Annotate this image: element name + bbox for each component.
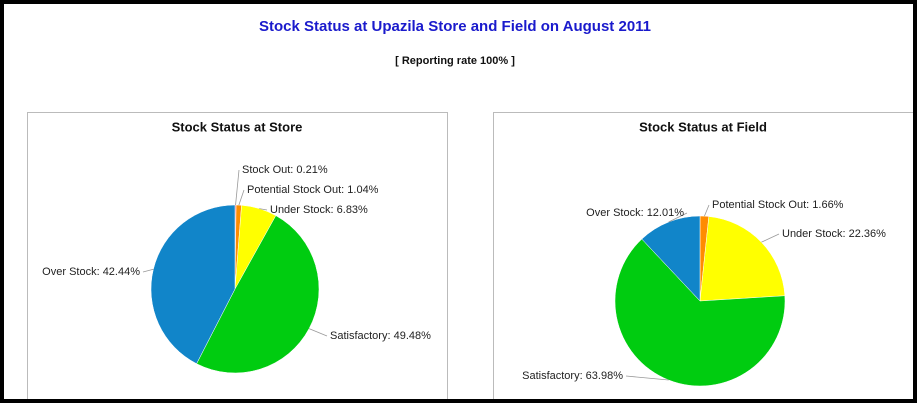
slice-label: Under Stock: 6.83%	[270, 204, 368, 216]
page-title: Stock Status at Upazila Store and Field …	[259, 18, 651, 35]
connector	[704, 204, 710, 217]
slice-label: Satisfactory: 63.98%	[522, 370, 623, 382]
connector	[761, 233, 780, 243]
connector	[235, 169, 240, 206]
pie-slice	[614, 238, 786, 387]
slice-label: Potential Stock Out: 1.04%	[247, 184, 379, 196]
connector	[238, 189, 245, 206]
pie-chart: Potential Stock Out: 1.66% Under Stock: 2…	[522, 199, 886, 387]
slice-label: Potential Stock Out: 1.66%	[712, 199, 844, 211]
panel-title: Stock Status at Store	[172, 119, 303, 134]
connector	[625, 375, 669, 381]
panel	[27, 112, 448, 403]
slice-label: Over Stock: 42.44%	[42, 266, 140, 278]
slice-label: Under Stock: 22.36%	[782, 228, 886, 240]
pie-chart: Stock Out: 0.21% Potential Stock Out: 1.0…	[42, 164, 431, 374]
pie-slice	[196, 215, 320, 374]
connector	[668, 212, 688, 223]
page-subtitle: [ Reporting rate 100% ]	[395, 55, 515, 67]
pie-slice	[150, 204, 236, 365]
connector	[259, 208, 268, 211]
connector	[308, 328, 328, 337]
connector	[142, 268, 154, 273]
slice-label: Satisfactory: 49.48%	[330, 330, 431, 342]
slice-label: Over Stock: 12.01%	[586, 207, 684, 219]
slice-label: Stock Out: 0.21%	[242, 164, 328, 176]
pie-slice	[641, 215, 701, 302]
pie-slice	[699, 216, 786, 302]
panel-title: Stock Status at Field	[639, 119, 767, 134]
